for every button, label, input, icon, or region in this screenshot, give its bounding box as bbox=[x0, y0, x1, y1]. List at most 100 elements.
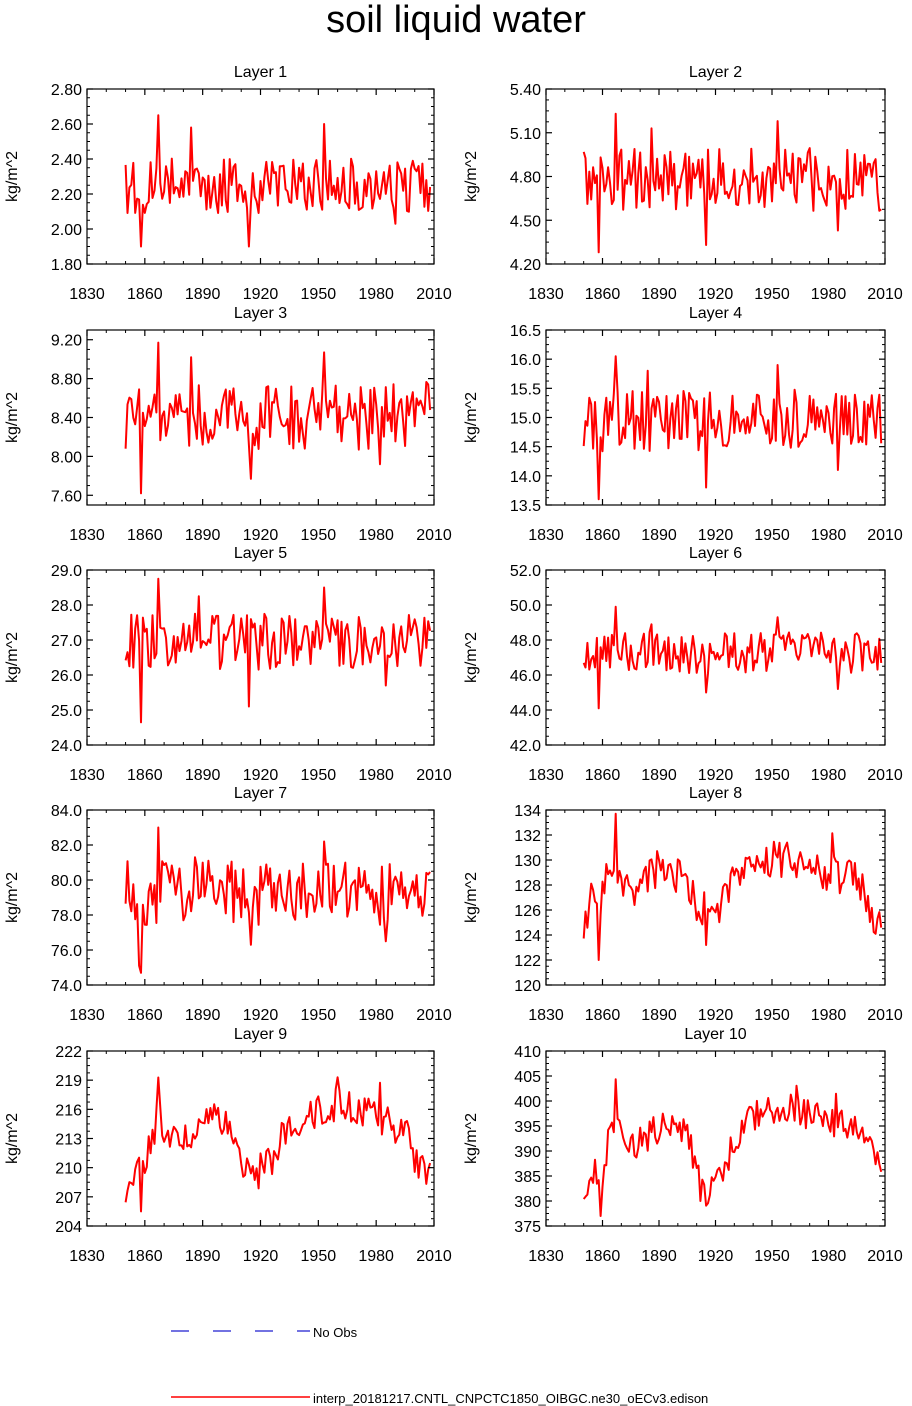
y-axis-label: kg/m^2 bbox=[4, 151, 21, 202]
series-line bbox=[582, 1078, 883, 1217]
x-tick-label: 1890 bbox=[185, 527, 221, 544]
series-line bbox=[124, 341, 432, 495]
y-tick-label: 395 bbox=[514, 1119, 541, 1136]
x-tick-label: 1890 bbox=[641, 1248, 677, 1265]
y-tick-label: 42.0 bbox=[510, 738, 541, 755]
y-tick-label: 9.20 bbox=[51, 333, 82, 350]
plot-frame bbox=[545, 1050, 886, 1227]
panel-layer-6: 1830 1860 1890 1920 1950 1980 2010 42.0 44.0 46.0… bbox=[463, 545, 903, 784]
series-line bbox=[582, 112, 882, 254]
x-tick-label: 1890 bbox=[641, 286, 677, 303]
y-tick-label: 16.0 bbox=[510, 352, 541, 369]
y-tick-label: 24.0 bbox=[51, 738, 82, 755]
x-tick-label: 1980 bbox=[358, 286, 394, 303]
series-line bbox=[124, 114, 432, 248]
x-tick-label: 2010 bbox=[867, 286, 903, 303]
x-tick-label: 1890 bbox=[641, 1007, 677, 1024]
x-tick-label: 1980 bbox=[811, 527, 847, 544]
series-line bbox=[582, 355, 883, 501]
x-tick-label: 1980 bbox=[358, 1248, 394, 1265]
y-tick-label: 16.5 bbox=[510, 323, 541, 340]
panel-title: Layer 1 bbox=[234, 64, 287, 81]
y-tick-label: 1.80 bbox=[51, 257, 82, 274]
y-tick-label: 80.0 bbox=[51, 873, 82, 890]
x-tick-label: 1860 bbox=[585, 767, 621, 784]
y-tick-label: 216 bbox=[55, 1102, 82, 1119]
y-tick-label: 134 bbox=[514, 803, 541, 820]
panel-title: Layer 4 bbox=[689, 305, 742, 322]
y-tick-label: 7.60 bbox=[51, 488, 82, 505]
x-tick-label: 1830 bbox=[69, 767, 105, 784]
x-tick-label: 1920 bbox=[243, 286, 279, 303]
x-tick-label: 1860 bbox=[127, 767, 163, 784]
y-tick-label: 46.0 bbox=[510, 668, 541, 685]
x-tick-label: 1830 bbox=[69, 527, 105, 544]
panel-title: Layer 10 bbox=[684, 1026, 746, 1043]
x-tick-label: 1950 bbox=[754, 527, 790, 544]
y-tick-label: 120 bbox=[514, 978, 541, 995]
y-axis-label: kg/m^2 bbox=[463, 632, 480, 683]
x-tick-label: 2010 bbox=[416, 527, 452, 544]
y-tick-label: 405 bbox=[514, 1069, 541, 1086]
y-tick-label: 15.0 bbox=[510, 411, 541, 428]
x-tick-label: 1980 bbox=[358, 527, 394, 544]
x-tick-label: 1890 bbox=[641, 767, 677, 784]
y-tick-label: 128 bbox=[514, 878, 541, 895]
panel-title: Layer 8 bbox=[689, 785, 742, 802]
y-tick-label: 2.00 bbox=[51, 222, 82, 239]
x-tick-label: 1920 bbox=[698, 1007, 734, 1024]
x-tick-label: 2010 bbox=[416, 1248, 452, 1265]
y-tick-label: 52.0 bbox=[510, 563, 541, 580]
y-tick-label: 122 bbox=[514, 953, 541, 970]
y-tick-label: 375 bbox=[514, 1219, 541, 1236]
panel-layer-2: 1830 1860 1890 1920 1950 1980 2010 4.20 4.50 4.80… bbox=[463, 64, 903, 303]
x-tick-label: 2010 bbox=[416, 1007, 452, 1024]
x-tick-label: 2010 bbox=[416, 767, 452, 784]
x-tick-label: 1830 bbox=[528, 286, 564, 303]
plot-frame bbox=[86, 1050, 435, 1227]
x-tick-label: 1860 bbox=[585, 286, 621, 303]
y-tick-label: 44.0 bbox=[510, 703, 541, 720]
series-line bbox=[124, 577, 432, 724]
x-tick-label: 1950 bbox=[301, 286, 337, 303]
x-tick-label: 2010 bbox=[867, 767, 903, 784]
y-tick-label: 126 bbox=[514, 903, 541, 920]
y-tick-label: 48.0 bbox=[510, 633, 541, 650]
y-tick-label: 5.10 bbox=[510, 126, 541, 143]
x-tick-label: 1830 bbox=[528, 527, 564, 544]
x-tick-label: 2010 bbox=[867, 527, 903, 544]
legend-obs-label: No Obs bbox=[313, 1325, 358, 1340]
x-tick-label: 1890 bbox=[185, 767, 221, 784]
y-axis-label: kg/m^2 bbox=[463, 1113, 480, 1164]
x-tick-label: 1890 bbox=[185, 286, 221, 303]
x-tick-label: 1860 bbox=[585, 527, 621, 544]
y-axis-label: kg/m^2 bbox=[4, 632, 21, 683]
x-tick-label: 1920 bbox=[698, 286, 734, 303]
x-tick-label: 1950 bbox=[754, 767, 790, 784]
x-tick-label: 2010 bbox=[416, 286, 452, 303]
y-tick-label: 84.0 bbox=[51, 803, 82, 820]
series-line bbox=[582, 605, 883, 710]
x-tick-label: 1950 bbox=[754, 286, 790, 303]
y-tick-label: 25.0 bbox=[51, 703, 82, 720]
panel-title: Layer 6 bbox=[689, 545, 742, 562]
panel-title: Layer 7 bbox=[234, 785, 287, 802]
y-tick-label: 78.0 bbox=[51, 908, 82, 925]
legend: No Obs interp_20181217.CNTL_CNPCTC1850_OI… bbox=[171, 1325, 708, 1406]
y-axis-label: kg/m^2 bbox=[4, 872, 21, 923]
y-tick-label: 2.60 bbox=[51, 117, 82, 134]
y-tick-label: 2.40 bbox=[51, 152, 82, 169]
y-tick-label: 76.0 bbox=[51, 943, 82, 960]
panel-title: Layer 2 bbox=[689, 64, 742, 81]
x-tick-label: 1830 bbox=[528, 767, 564, 784]
y-tick-label: 4.80 bbox=[510, 170, 541, 187]
y-tick-label: 204 bbox=[55, 1219, 82, 1236]
panel-layer-8: 1830 1860 1890 1920 1950 1980 2010 120 122 124 126… bbox=[463, 785, 903, 1024]
y-axis-label: kg/m^2 bbox=[463, 872, 480, 923]
y-tick-label: 13.5 bbox=[510, 498, 541, 515]
y-tick-label: 207 bbox=[55, 1190, 82, 1207]
panel-title: Layer 5 bbox=[234, 545, 287, 562]
panel-layer-4: 1830 1860 1890 1920 1950 1980 2010 13.5 14.0 14.5… bbox=[463, 305, 903, 544]
y-tick-label: 28.0 bbox=[51, 598, 82, 615]
y-tick-label: 132 bbox=[514, 828, 541, 845]
